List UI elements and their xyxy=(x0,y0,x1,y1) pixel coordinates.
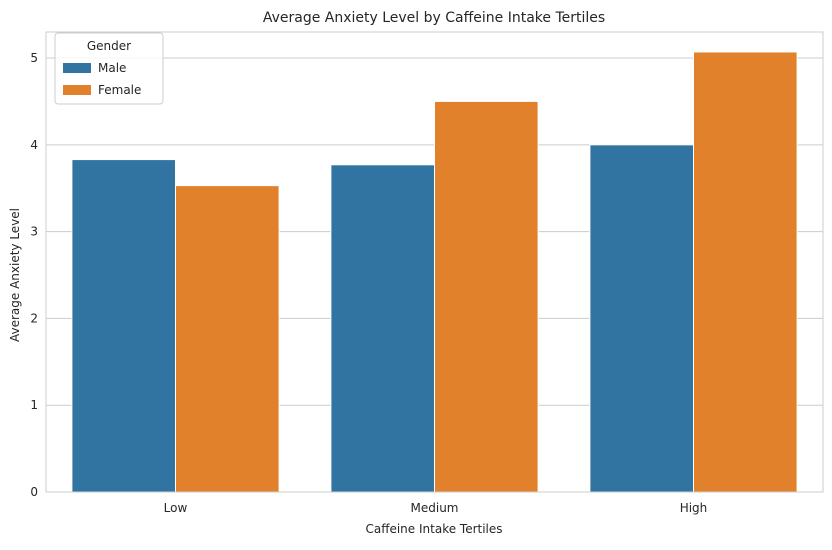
y-tick-label: 0 xyxy=(30,485,38,499)
bar-male-low xyxy=(71,159,176,493)
chart-title: Average Anxiety Level by Caffeine Intake… xyxy=(263,10,605,26)
legend-label-male: Male xyxy=(98,61,126,75)
x-tick-label: High xyxy=(680,501,708,515)
bar-female-high xyxy=(693,51,798,493)
bar-male-high xyxy=(589,144,695,493)
x-tick-label: Low xyxy=(164,501,188,515)
y-tick-label: 5 xyxy=(30,51,38,65)
legend: Gender Male Female xyxy=(54,32,164,105)
legend-swatch-female xyxy=(63,85,91,95)
bar-male-medium xyxy=(330,164,435,493)
y-tick-label: 3 xyxy=(30,225,38,239)
bars-layer xyxy=(71,51,798,493)
legend-label-female: Female xyxy=(98,83,141,97)
legend-items: Male Female xyxy=(63,61,141,97)
plot-frame xyxy=(45,31,824,493)
x-axis-label: Caffeine Intake Tertiles xyxy=(365,522,502,536)
legend-swatch-male xyxy=(63,63,91,73)
bar-female-medium xyxy=(434,100,539,493)
y-tick-label: 1 xyxy=(30,398,38,412)
y-axis-label: Average Anxiety Level xyxy=(8,208,22,342)
axes-layer: 0 1 2 3 4 5 Low Medium High xyxy=(30,31,824,515)
y-tick-label: 4 xyxy=(30,138,38,152)
x-tick-label: Medium xyxy=(411,501,459,515)
legend-title: Gender xyxy=(87,39,131,53)
y-tick-label: 2 xyxy=(30,311,38,325)
bar-female-low xyxy=(175,185,280,493)
